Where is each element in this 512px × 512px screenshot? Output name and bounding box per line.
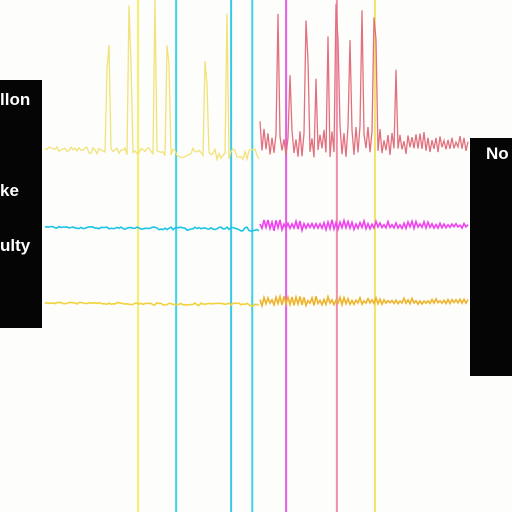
- vertical-markers: [137, 0, 376, 512]
- right-label-panel: No: [470, 138, 512, 376]
- series-1-left-trace: [44, 0, 260, 163]
- series-label-2: ke: [0, 181, 19, 200]
- series-label-3: ulty: [0, 236, 31, 255]
- series-3-right-trace: [259, 293, 469, 309]
- series-1-right-trace: [259, 4, 469, 158]
- left-label-panel: llon ke ulty: [0, 80, 42, 328]
- waveform-series: [44, 0, 509, 309]
- series-label-4: No: [486, 144, 509, 163]
- series-2-left-trace: [44, 225, 260, 233]
- series-label-1: llon: [0, 90, 31, 109]
- series-3-left-trace: [44, 301, 260, 307]
- series-2-right-trace: [259, 217, 469, 234]
